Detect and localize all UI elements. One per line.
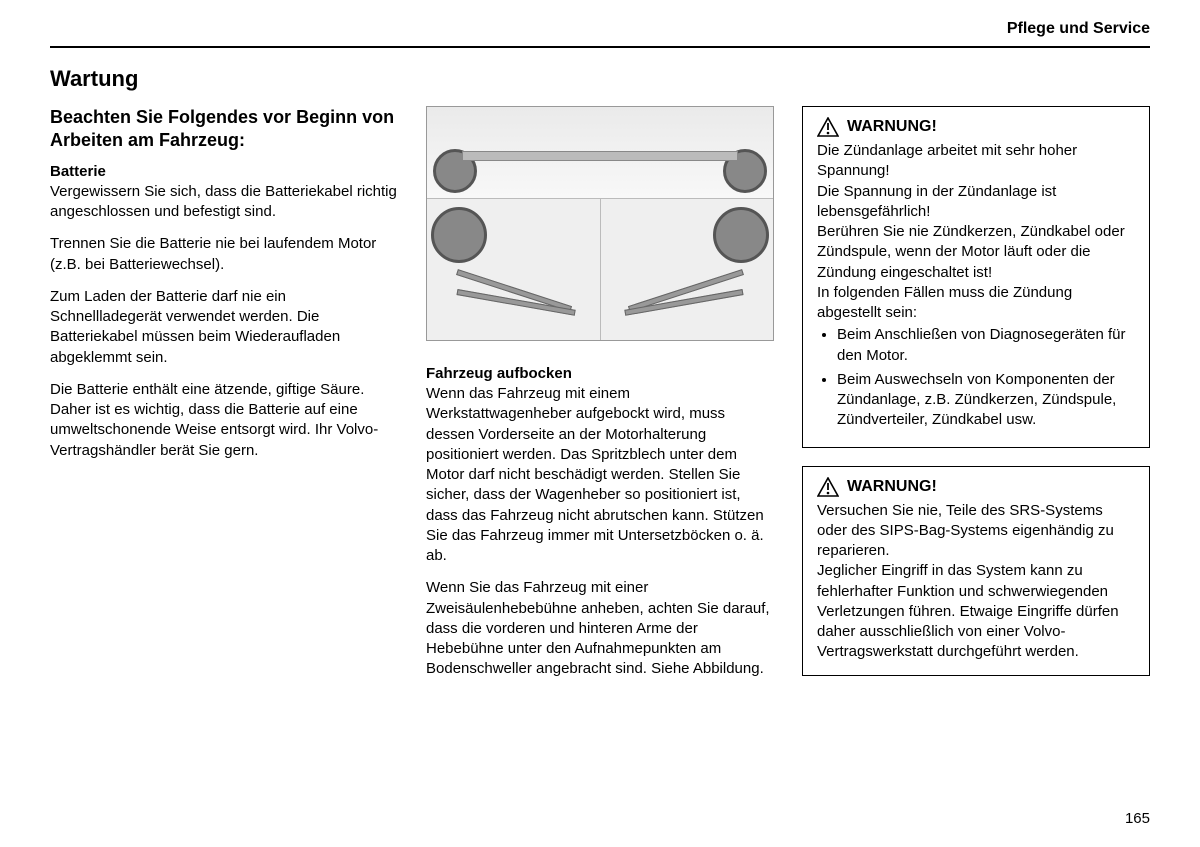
warn2-p1: Versuchen Sie nie, Teile des SRS-Systems… (817, 501, 1135, 562)
left-p2: Trennen Sie die Batterie nie bei laufend… (50, 234, 398, 275)
warning-box-2: WARNUNG! Versuchen Sie nie, Teile des SR… (802, 466, 1150, 676)
warning-box-1: WARNUNG! Die Zündanlage arbeitet mit seh… (802, 106, 1150, 448)
warn1-p1: Die Zündanlage arbeitet mit sehr hoher S… (817, 141, 1135, 182)
left-p4: Die Batterie enthält eine ätzende, gifti… (50, 380, 398, 461)
warn1-li1: Beim Anschließen von Diagnosegeräten für… (837, 325, 1135, 366)
column-left: Beachten Sie Folgendes vor Beginn von Ar… (50, 106, 398, 694)
mid-p2: Wenn Sie das Fahrzeug mit einer Zweisäul… (426, 578, 774, 679)
left-p3: Zum Laden der Batterie darf nie ein Schn… (50, 287, 398, 368)
warn2-p2: Jeglicher Eingriff in das System kann zu… (817, 561, 1135, 662)
warning-body: Versuchen Sie nie, Teile des SRS-Systems… (817, 501, 1135, 663)
section-header: Pflege und Service (50, 20, 1150, 48)
figure-underside (427, 199, 773, 340)
left-subheading: Beachten Sie Folgendes vor Beginn von Ar… (50, 106, 398, 153)
warn1-p3: Berühren Sie nie Zündkerzen, Zündkabel o… (817, 222, 1135, 283)
warn1-p2: Die Spannung in der Zündanlage ist leben… (817, 182, 1135, 223)
wheel-icon (431, 207, 487, 263)
battery-label: Batterie (50, 163, 398, 180)
column-middle: Fahrzeug aufbocken Wenn das Fahrzeug mit… (426, 106, 774, 694)
content-columns: Beachten Sie Folgendes vor Beginn von Ar… (50, 106, 1150, 694)
figure-side-view (427, 107, 773, 199)
warning-header: WARNUNG! (817, 477, 1135, 497)
warning-header: WARNUNG! (817, 117, 1135, 137)
warning-triangle-icon (817, 477, 839, 497)
jack-points-figure (426, 106, 774, 341)
figure-rear-jack (601, 199, 774, 340)
warn1-p4: In folgenden Fällen muss die Zündung abg… (817, 283, 1135, 324)
warning-title: WARNUNG! (847, 478, 937, 496)
sill-shape (462, 151, 739, 161)
page-number: 165 (1125, 810, 1150, 827)
warning-triangle-icon (817, 117, 839, 137)
column-right: WARNUNG! Die Zündanlage arbeitet mit seh… (802, 106, 1150, 694)
figure-front-jack (427, 199, 601, 340)
warning-body: Die Zündanlage arbeitet mit sehr hoher S… (817, 141, 1135, 431)
mid-p1: Wenn das Fahrzeug mit einem Werkstattwag… (426, 384, 774, 566)
warning-title: WARNUNG! (847, 118, 937, 136)
mid-heading: Fahrzeug aufbocken (426, 365, 774, 382)
page-title: Wartung (50, 66, 1150, 92)
warn1-list: Beim Anschließen von Diagnosegeräten für… (817, 325, 1135, 430)
wheel-icon (713, 207, 769, 263)
warn1-li2: Beim Auswechseln von Komponenten der Zün… (837, 370, 1135, 431)
left-p1: Vergewissern Sie sich, dass die Batterie… (50, 182, 398, 223)
manual-page: Pflege und Service Wartung Beachten Sie … (0, 0, 1200, 847)
